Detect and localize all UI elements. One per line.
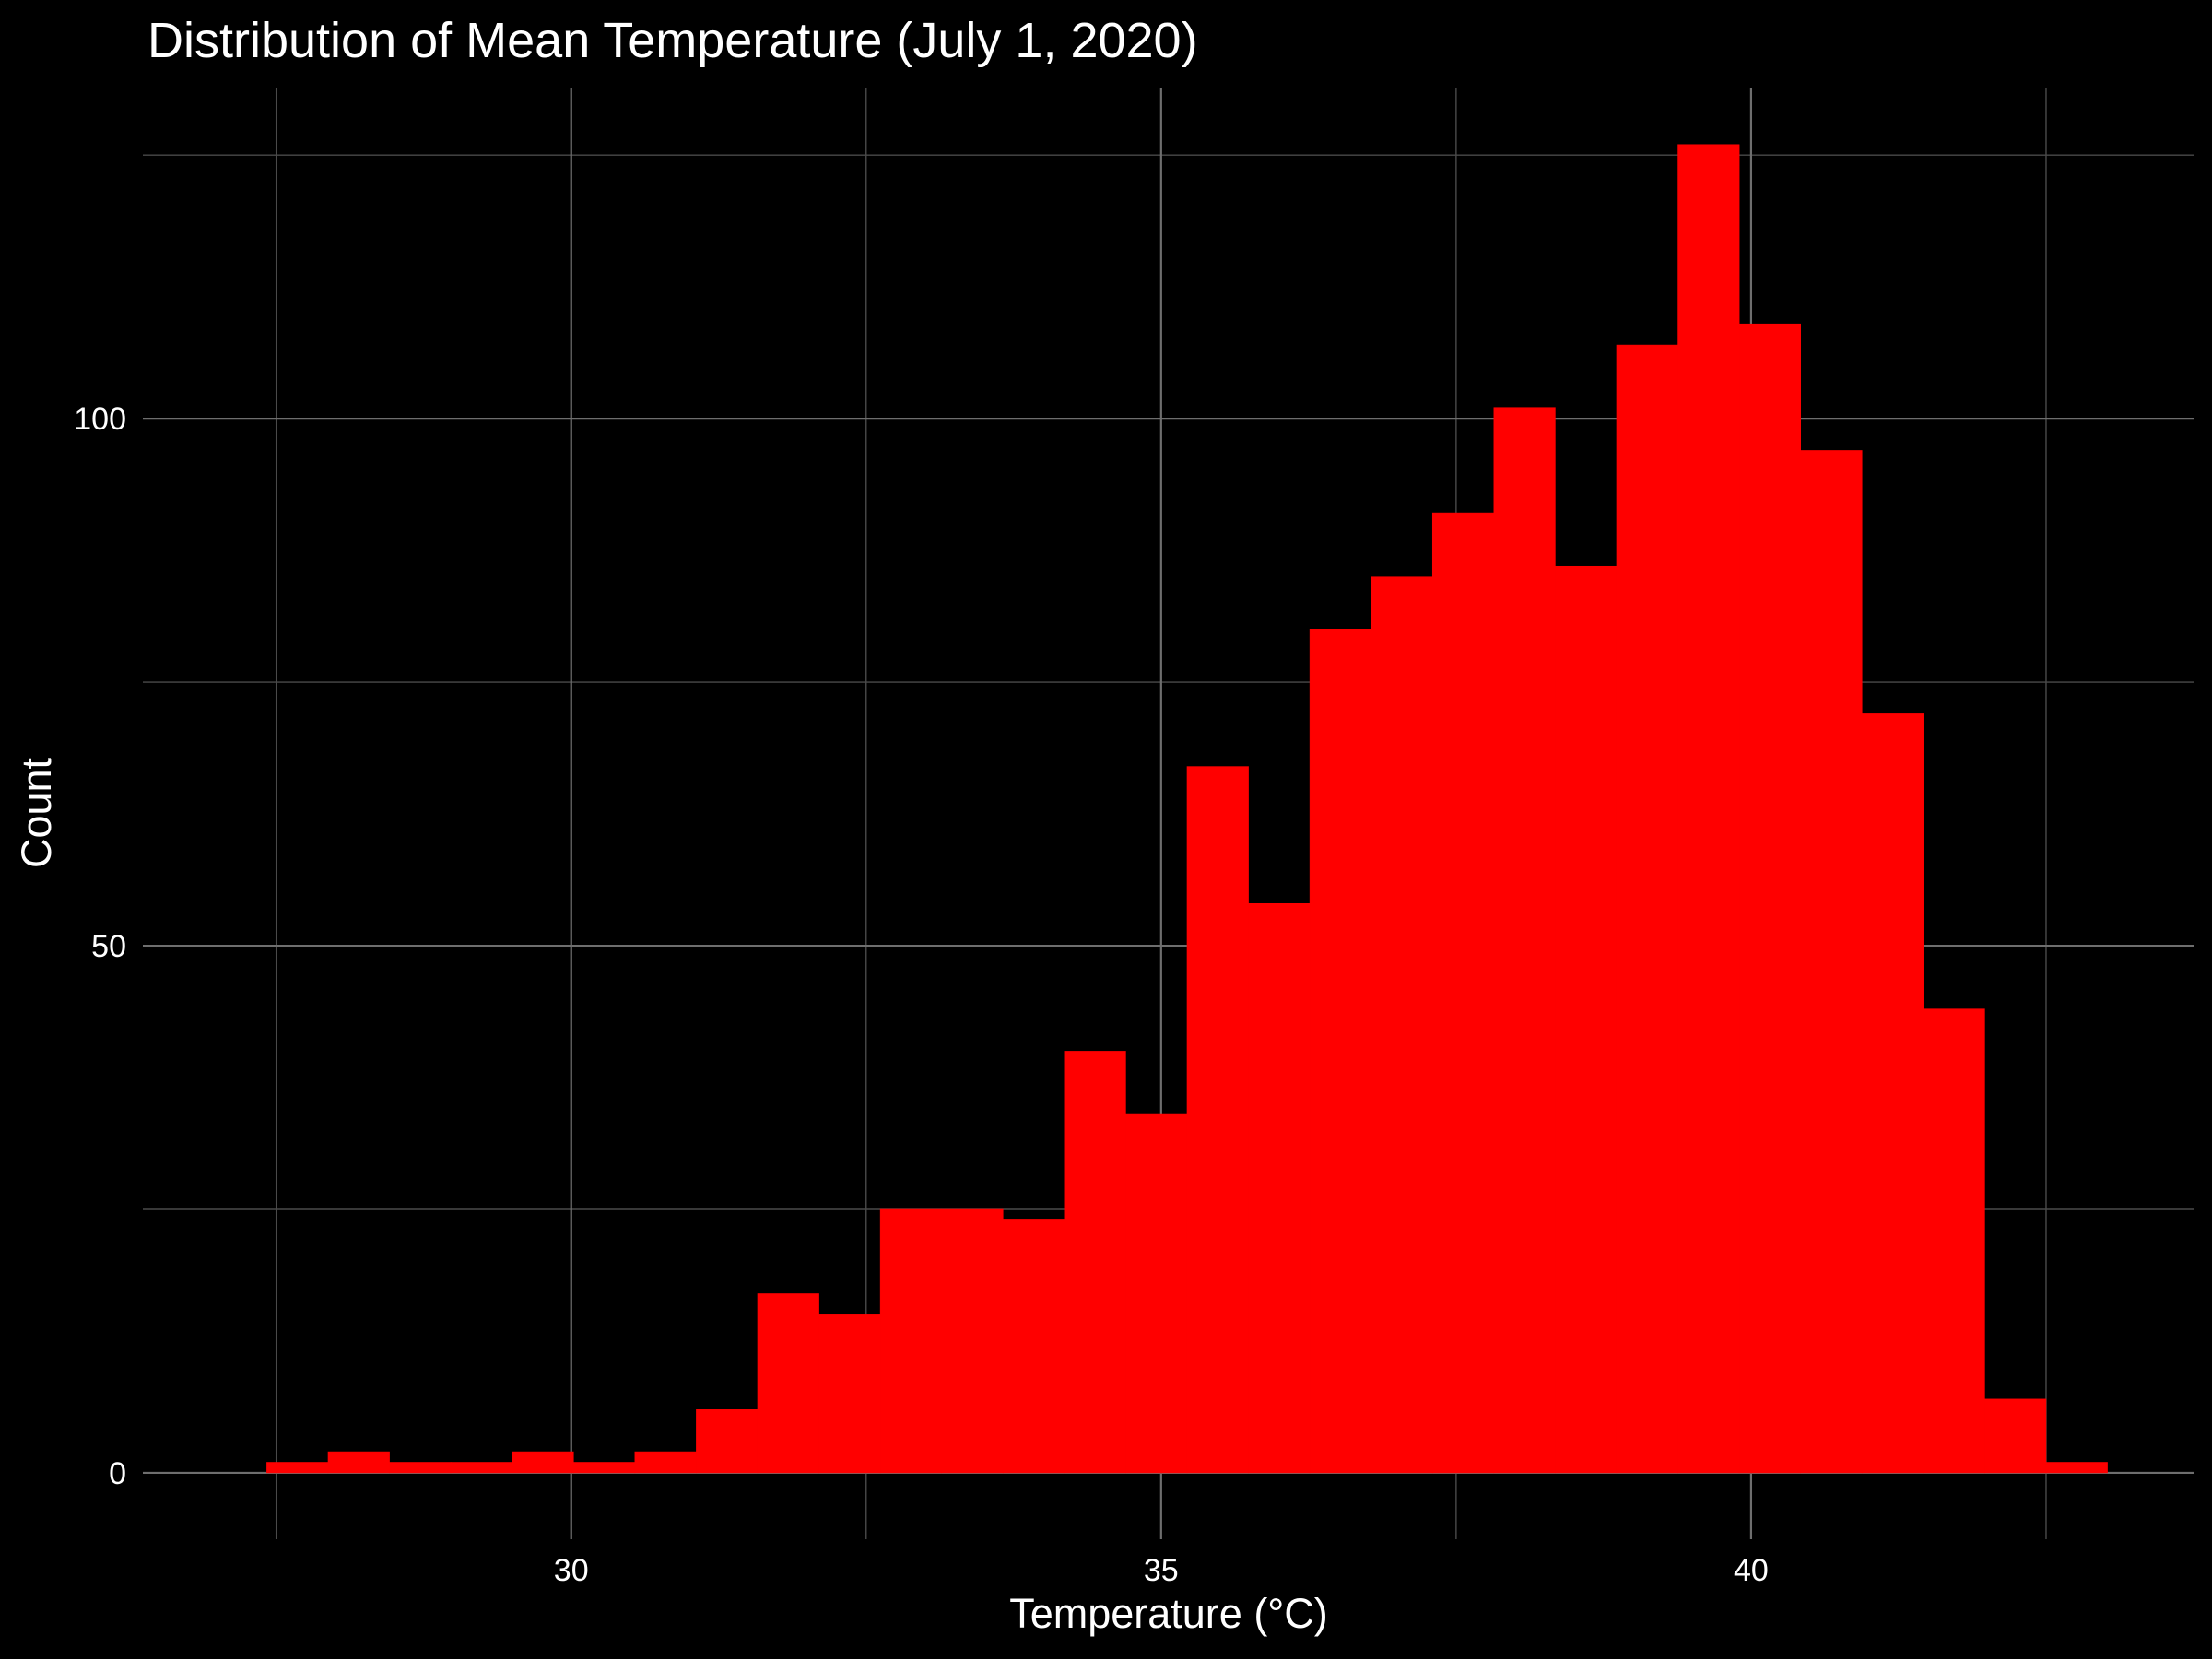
- histogram-bar: [389, 1462, 452, 1474]
- histogram-bar: [1248, 902, 1311, 1474]
- chart-title: Distribution of Mean Temperature (July 1…: [147, 13, 1198, 68]
- x-tick-label: 35: [1144, 1553, 1179, 1588]
- histogram-bar: [1923, 1008, 1985, 1474]
- x-axis-label: Temperature (°C): [1009, 1590, 1328, 1637]
- histogram-bar: [1186, 766, 1249, 1474]
- histogram-bar: [266, 1462, 329, 1474]
- histogram-bar: [879, 1208, 943, 1474]
- histogram-bar: [1064, 1051, 1126, 1474]
- histogram-bar: [757, 1293, 819, 1474]
- x-axis-tick-labels: 30 35 40: [554, 1553, 1769, 1588]
- histogram-bar: [1125, 1113, 1188, 1474]
- histogram-bar: [1800, 450, 1863, 1474]
- y-tick-label: 0: [109, 1456, 126, 1491]
- histogram-bar: [450, 1462, 513, 1474]
- histogram-bar: [1738, 323, 1801, 1474]
- histogram-bar: [2045, 1462, 2108, 1474]
- histogram-bar: [1493, 407, 1556, 1474]
- histogram-bar: [1984, 1398, 2047, 1474]
- y-axis-label: Count: [13, 757, 60, 868]
- histogram-bar: [572, 1462, 636, 1474]
- y-tick-label: 50: [91, 929, 126, 964]
- y-axis-tick-labels: 0 50 100: [74, 402, 126, 1491]
- x-tick-label: 30: [554, 1553, 589, 1588]
- histogram-bar: [1309, 629, 1371, 1474]
- histogram-bar: [1616, 344, 1678, 1474]
- histogram-bar: [1371, 576, 1433, 1474]
- histogram-bar: [818, 1314, 881, 1474]
- histogram-bar: [1431, 512, 1495, 1474]
- y-tick-label: 100: [74, 402, 126, 437]
- histogram-bar: [1677, 144, 1740, 1474]
- histogram-bar: [941, 1208, 1004, 1474]
- histogram-bar: [327, 1451, 390, 1474]
- histogram-bars: [266, 144, 2108, 1474]
- histogram-bar: [1861, 713, 1924, 1474]
- histogram-bar: [1555, 565, 1618, 1474]
- histogram-bar: [1002, 1219, 1065, 1474]
- histogram-bar: [634, 1451, 697, 1474]
- histogram-bar: [696, 1409, 759, 1474]
- histogram-bar: [512, 1451, 574, 1474]
- x-tick-label: 40: [1734, 1553, 1769, 1588]
